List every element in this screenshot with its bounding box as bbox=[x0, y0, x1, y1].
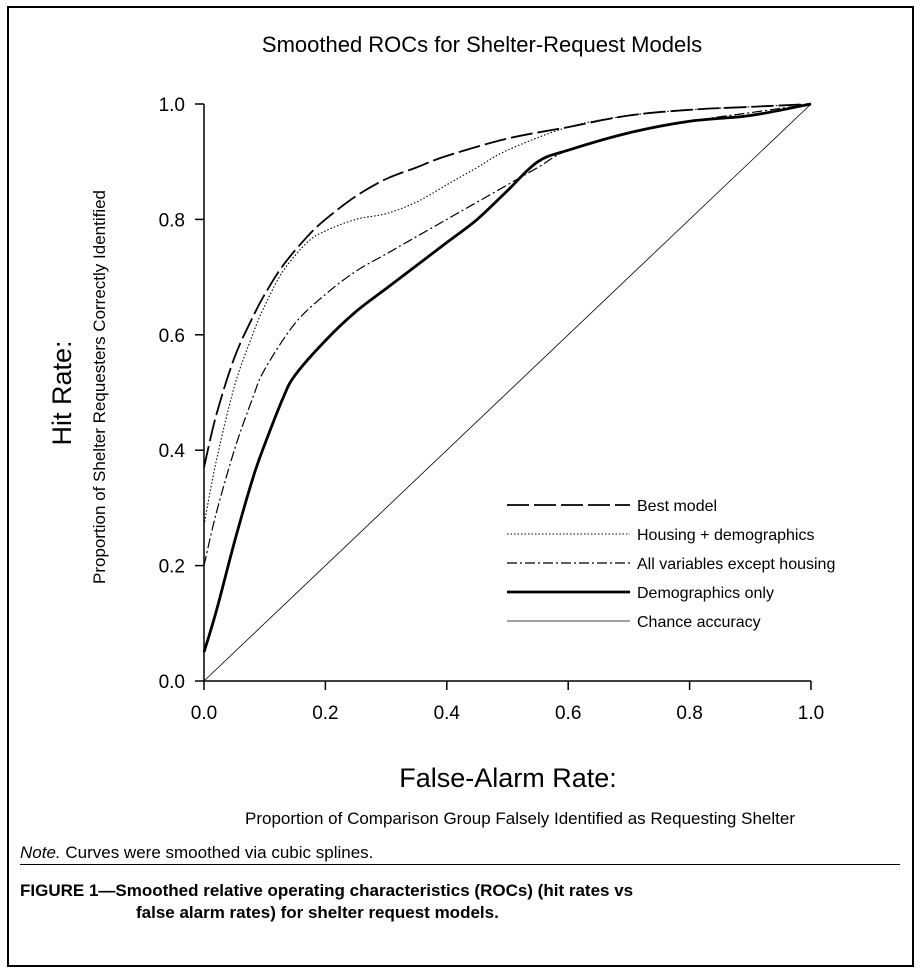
caption-line-1: FIGURE 1—Smoothed relative operating cha… bbox=[20, 881, 634, 900]
legend: Best model Housing + demographics All vari… bbox=[507, 498, 835, 631]
legend-label-housing-demographics: Housing + demographics bbox=[637, 527, 814, 544]
series-line-all-variables-except-housing bbox=[203, 103, 812, 566]
legend-label-best-model: Best model bbox=[637, 498, 717, 515]
note-prefix: Note. bbox=[20, 843, 61, 862]
x-tick-label: 0.6 bbox=[555, 703, 581, 724]
y-tick-label: 0.6 bbox=[159, 326, 185, 347]
y-tick-label: 0.0 bbox=[159, 672, 185, 693]
legend-label-demographics-only: Demographics only bbox=[637, 585, 774, 602]
x-tick-label: 0.4 bbox=[434, 703, 461, 724]
x-tick-label: 1.0 bbox=[798, 703, 824, 724]
y-tick-label: 0.2 bbox=[159, 557, 185, 578]
series-line-demographics-only bbox=[202, 102, 812, 653]
figure-caption: FIGURE 1—Smoothed relative operating cha… bbox=[20, 880, 760, 924]
legend-label-all-variables-except-housing: All variables except housing bbox=[637, 556, 835, 573]
x-axis-sublabel: Proportion of Comparison Group Falsely I… bbox=[245, 809, 795, 828]
caption-line-2: false alarm rates) for shelter request m… bbox=[136, 903, 499, 922]
x-tick-label: 0.8 bbox=[676, 703, 702, 724]
x-tick-label: 0.2 bbox=[312, 703, 338, 724]
y-tick-label: 1.0 bbox=[159, 95, 185, 116]
y-axis-sublabel: Proportion of Shelter Requesters Correct… bbox=[90, 190, 109, 584]
caption-rule bbox=[20, 864, 900, 865]
y-tick-label: 0.8 bbox=[159, 210, 185, 231]
legend-label-chance-accuracy: Chance accuracy bbox=[637, 614, 761, 631]
figure-note: Note. Curves were smoothed via cubic spl… bbox=[20, 843, 373, 863]
curves bbox=[202, 102, 812, 682]
series-line-best-model bbox=[203, 103, 812, 468]
axes: 0.0 0.2 0.4 0.6 0.8 1.0 0.0 0.2 0.4 0.6 0.8 1.0 bbox=[159, 95, 825, 724]
figure-frame bbox=[7, 6, 914, 967]
y-axis-label: Hit Rate: bbox=[47, 340, 77, 445]
x-tick-label: 0.0 bbox=[191, 703, 217, 724]
x-axis-label: False-Alarm Rate: bbox=[399, 763, 617, 793]
y-tick-label: 0.4 bbox=[159, 441, 186, 462]
series-line-chance-accuracy bbox=[203, 103, 812, 682]
chart-title: Smoothed ROCs for Shelter-Request Models bbox=[262, 32, 702, 57]
note-text: Curves were smoothed via cubic splines. bbox=[60, 843, 374, 862]
series-line-housing-demographics bbox=[203, 103, 812, 526]
